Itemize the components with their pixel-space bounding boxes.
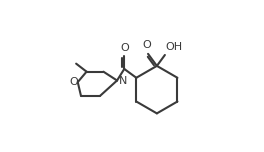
Text: O: O [70, 77, 79, 87]
Text: O: O [143, 40, 152, 50]
Text: N: N [119, 76, 127, 86]
Text: OH: OH [166, 42, 183, 52]
Text: O: O [120, 43, 129, 53]
